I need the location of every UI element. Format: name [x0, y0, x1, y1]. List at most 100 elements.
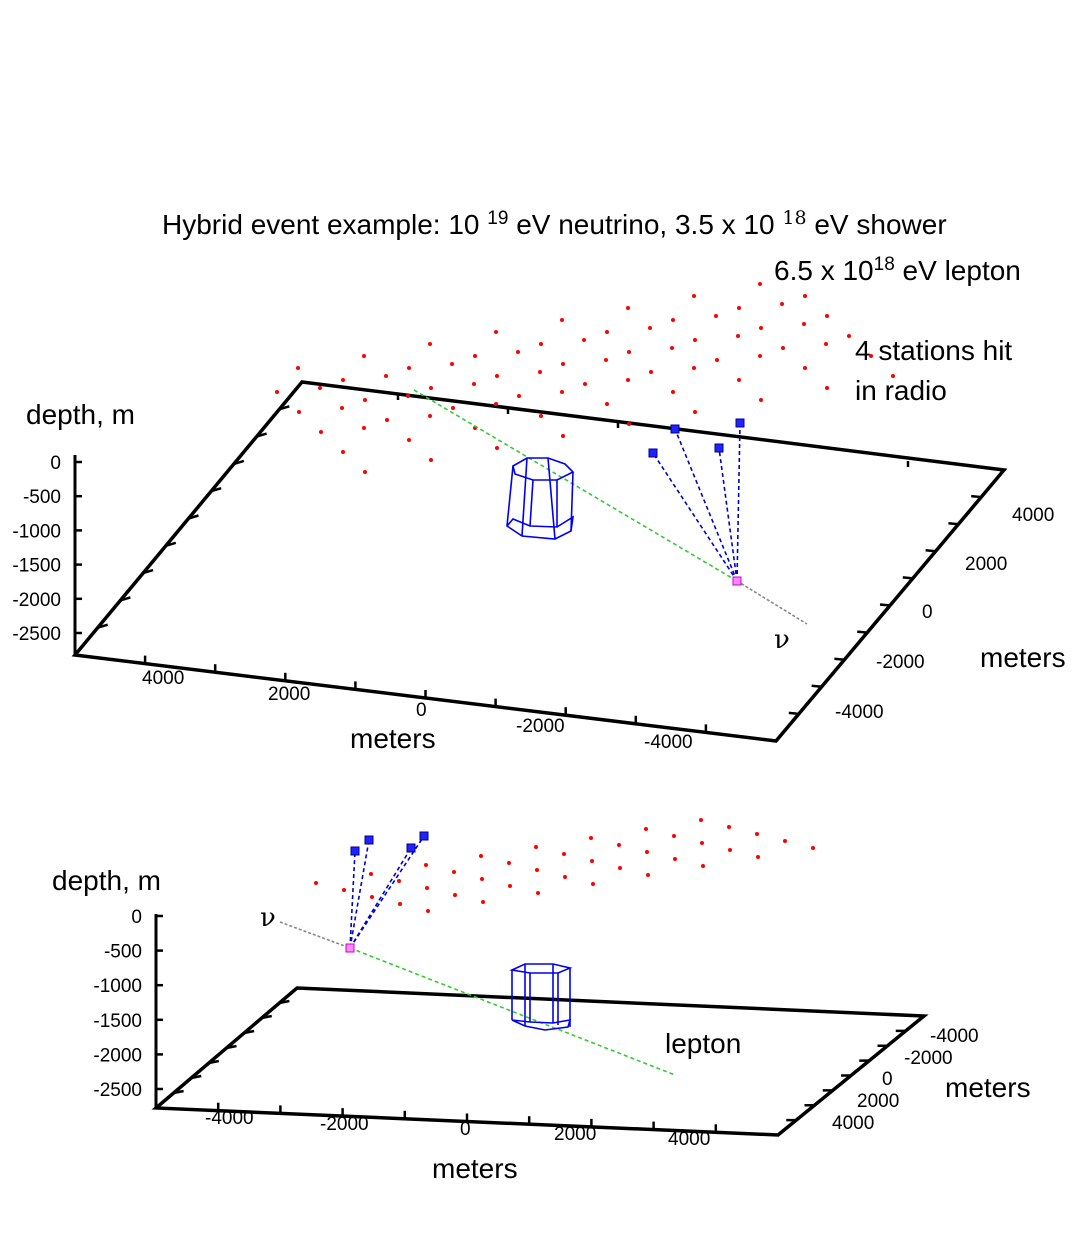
station [398, 902, 402, 906]
z-axis-label: depth, m [52, 865, 161, 896]
station [714, 314, 718, 318]
hit-station [735, 418, 745, 428]
station [370, 895, 374, 899]
detector-top-ring [512, 457, 575, 481]
station [494, 330, 498, 334]
station [561, 362, 565, 366]
station [605, 330, 609, 334]
detector-cylinder [509, 963, 573, 1031]
station [340, 406, 344, 410]
shower-track [413, 389, 738, 582]
station [384, 374, 388, 378]
top-panel: Hybrid event example: 10 19 eV neutrino,… [12, 207, 1065, 754]
station [891, 374, 895, 378]
station [737, 306, 741, 310]
x-tick-label: -2000 [320, 1114, 369, 1135]
plane-tick [188, 514, 199, 520]
station-grid [314, 818, 815, 913]
station [341, 450, 345, 454]
station [591, 882, 595, 886]
y-axis-label: meters [980, 642, 1066, 673]
chart-title: Hybrid event example: 10 19 eV neutrino,… [162, 207, 947, 240]
station [424, 863, 428, 867]
hit-station [419, 831, 429, 841]
y-tick-label: 4000 [1012, 505, 1054, 526]
station [426, 909, 430, 913]
station [297, 410, 301, 414]
detector-bottom-ring [505, 515, 575, 540]
station [425, 886, 429, 890]
hit-station [714, 443, 724, 453]
plane-tick [173, 1089, 184, 1095]
detector-edge [570, 471, 574, 532]
plane-tick [857, 630, 868, 634]
station [481, 900, 485, 904]
station [536, 891, 540, 895]
station [583, 382, 587, 386]
station [563, 875, 567, 879]
station [811, 846, 815, 850]
station [495, 446, 499, 450]
z-tick-label: -1000 [93, 976, 142, 997]
station [341, 378, 345, 382]
y-tick-label: 4000 [832, 1113, 874, 1134]
plane-tick [165, 541, 177, 547]
plane-tick [278, 405, 290, 411]
station [648, 326, 652, 330]
station [627, 350, 631, 354]
plane-tick [208, 1059, 220, 1065]
station [562, 852, 566, 856]
y-tick-label: -4000 [930, 1026, 979, 1047]
x-tick-label: -4000 [644, 732, 693, 753]
station [605, 402, 609, 406]
z-tick-label: -1000 [12, 521, 61, 542]
station [362, 426, 366, 430]
interaction-vertex [345, 943, 355, 953]
x-tick-label: 0 [416, 700, 427, 721]
station [318, 386, 322, 390]
station [803, 294, 807, 298]
plane-tick [279, 999, 290, 1005]
x-tick-label: 4000 [668, 1129, 710, 1150]
detector-top-ring [509, 963, 573, 974]
station [362, 354, 366, 358]
neutrino-track [736, 580, 808, 625]
y-tick-label: -4000 [835, 702, 884, 723]
station [617, 843, 621, 847]
station [758, 354, 762, 358]
plane-tick [142, 568, 154, 575]
annotation-line-2: in radio [855, 375, 947, 406]
station [363, 470, 367, 474]
detector-edge [521, 457, 528, 537]
x-axis-label: meters [350, 723, 436, 754]
bottom-panel: depth, m 0 -500 -1000 -1500 -2000 -2500 -4000… [52, 818, 1031, 1184]
station [758, 282, 762, 286]
station [508, 884, 512, 888]
station [649, 370, 653, 374]
y-tick-label: -2000 [904, 1048, 953, 1069]
z-tick-label: -1500 [12, 556, 61, 577]
station [495, 374, 499, 378]
plane-tick [834, 657, 845, 661]
neutrino-label: ν [774, 625, 790, 655]
station [538, 370, 542, 374]
station [507, 861, 511, 865]
station [737, 378, 741, 382]
radio-ray [674, 428, 738, 582]
z-tick-label: -1500 [93, 1011, 142, 1032]
station [560, 390, 564, 394]
radio-rays [652, 422, 741, 582]
plane-tick [879, 603, 891, 607]
station [314, 881, 318, 885]
station [825, 314, 829, 318]
y-tick-label: 0 [882, 1069, 893, 1090]
station [534, 845, 538, 849]
detector-edge [547, 457, 556, 540]
station [517, 394, 521, 398]
y-axis-label: meters [945, 1072, 1031, 1103]
station [824, 342, 828, 346]
station [825, 386, 829, 390]
radio-ray [349, 839, 370, 949]
z-tick-label: 0 [50, 453, 61, 474]
station [847, 334, 851, 338]
